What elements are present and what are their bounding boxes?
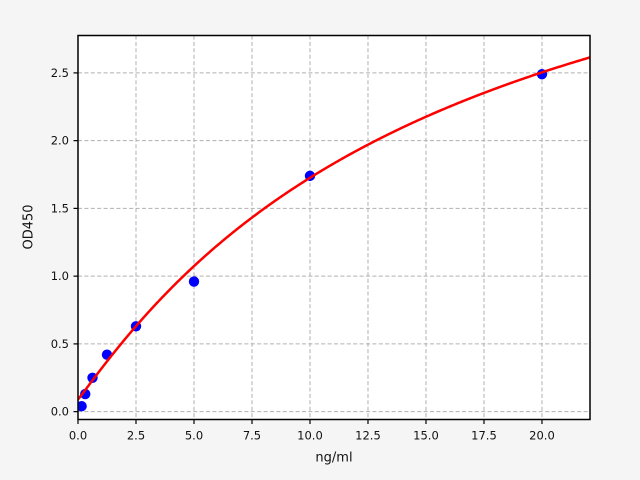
y-tick-label: 0.0 [51, 405, 69, 419]
x-tick-label: 0.0 [69, 429, 87, 443]
axes-border [77, 34, 591, 421]
data-point [78, 401, 87, 412]
x-tick-label: 10.0 [297, 429, 323, 443]
y-tick-label: 1.0 [51, 269, 69, 283]
y-tick-label: 2.0 [51, 134, 69, 148]
y-tick-label: 2.5 [51, 66, 69, 80]
x-tick-label: 17.5 [471, 429, 497, 443]
x-tick-label: 2.5 [127, 429, 145, 443]
fit-curve [78, 56, 590, 401]
y-tick-label: 1.5 [51, 201, 69, 215]
x-tick-label: 15.0 [413, 429, 439, 443]
data-point [188, 276, 200, 287]
y-axis-label: OD450 [21, 204, 37, 250]
x-tick-label: 5.0 [185, 429, 203, 443]
x-axis-label: ng/ml [315, 450, 353, 466]
plot-background [78, 35, 590, 420]
x-tick-label: 7.5 [243, 429, 261, 443]
y-tick-label: 0.5 [51, 337, 69, 351]
x-tick-label: 12.5 [355, 429, 381, 443]
x-tick-label: 20.0 [529, 429, 555, 443]
